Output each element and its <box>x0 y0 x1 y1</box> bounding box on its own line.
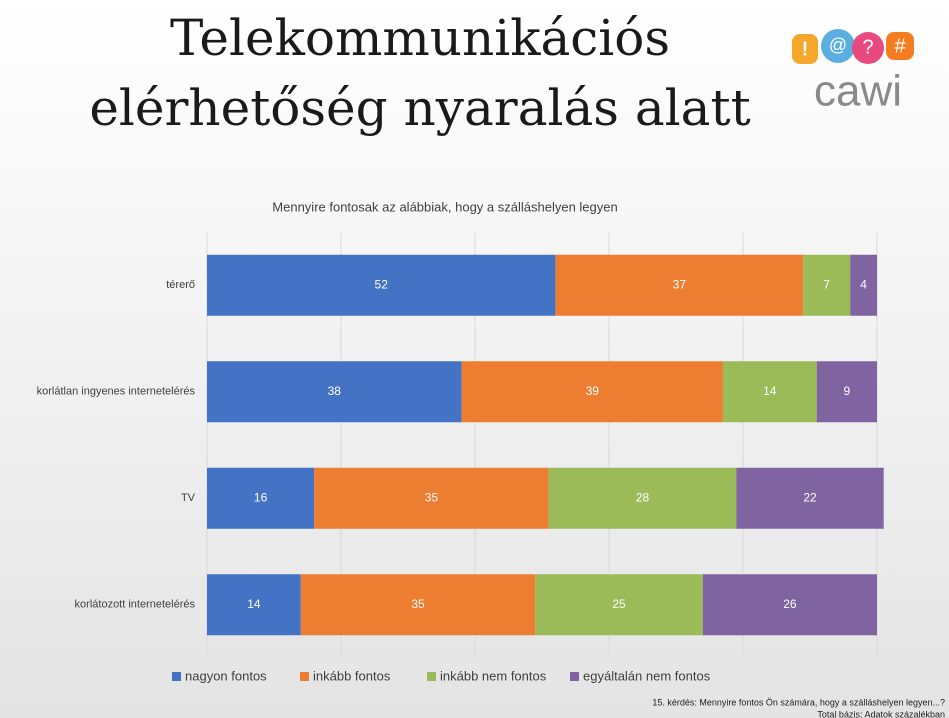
category-label: korlátozott internetelérés <box>75 599 196 611</box>
bar-segment <box>736 467 884 529</box>
bar-segment <box>207 467 315 529</box>
data-label: 4 <box>860 277 867 291</box>
logo-symbol: ? <box>862 36 873 58</box>
legend-swatch <box>570 672 579 681</box>
data-label: 38 <box>328 384 342 398</box>
category-label: korlátlan ingyenes internetelérés <box>37 386 196 398</box>
category-label: térerő <box>166 279 195 291</box>
logo-bubble <box>821 29 855 63</box>
legend-swatch <box>300 672 309 681</box>
footnote: 15. kérdés: Mennyire fontos Ön számára, … <box>652 697 945 707</box>
legend-swatch <box>172 672 181 681</box>
data-label: 26 <box>783 597 797 611</box>
data-label: 22 <box>803 490 817 504</box>
logo-bubble <box>792 34 818 64</box>
bar-segment <box>803 254 851 316</box>
legend-label: nagyon fontos <box>185 668 267 683</box>
legend-label: inkább fontos <box>313 668 391 683</box>
data-label: 14 <box>247 597 261 611</box>
slide-title: elérhetőség nyaralás alatt <box>89 79 750 137</box>
bar-segment <box>207 254 556 316</box>
data-label: 9 <box>844 384 851 398</box>
logo-symbol: @ <box>829 35 847 55</box>
bar-segment <box>207 361 462 423</box>
logo: ! @ ? # cawi <box>792 29 914 116</box>
legend-label: egyáltalán nem fontos <box>583 668 711 683</box>
bar-segment <box>300 574 536 636</box>
footnote: Total bázis; Adatok százalékban <box>817 709 945 718</box>
bar-segment <box>461 361 723 423</box>
bar-segment <box>314 467 549 529</box>
logo-bubble <box>886 32 914 60</box>
data-label: 35 <box>425 490 439 504</box>
bar-segment <box>850 254 877 316</box>
bar-segment <box>535 574 703 636</box>
data-label: 7 <box>823 277 830 291</box>
data-label: 16 <box>254 490 268 504</box>
category-label: TV <box>181 492 196 504</box>
bar-segment <box>816 361 877 423</box>
slide-title: Telekommunikációs <box>170 9 670 67</box>
logo-bubble <box>852 32 884 64</box>
data-label: 35 <box>411 597 425 611</box>
bar-segment <box>555 254 804 316</box>
chart-title: Mennyire fontosak az alábbiak, hogy a sz… <box>272 199 617 214</box>
bar-segment <box>722 361 817 423</box>
bar-segment <box>702 574 877 636</box>
data-label: 52 <box>375 277 389 291</box>
data-label: 28 <box>636 490 650 504</box>
data-label: 14 <box>763 384 777 398</box>
data-label: 39 <box>586 384 600 398</box>
data-label: 25 <box>612 597 626 611</box>
legend-label: inkább nem fontos <box>440 668 547 683</box>
logo-symbol: # <box>894 35 906 57</box>
data-label: 37 <box>673 277 687 291</box>
logo-text: cawi <box>814 67 902 116</box>
bar-segment <box>207 574 301 636</box>
bar-segment <box>548 467 737 529</box>
logo-symbol: ! <box>802 38 809 60</box>
legend-swatch <box>427 672 436 681</box>
